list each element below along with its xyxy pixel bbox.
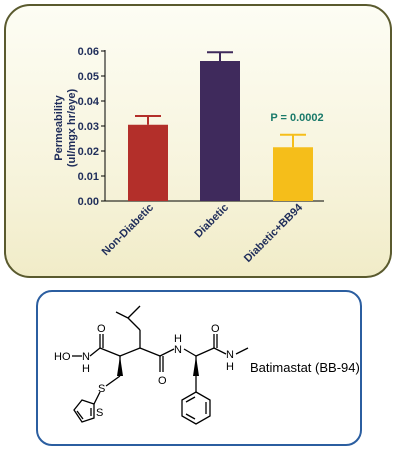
atom-n-right: N xyxy=(226,349,234,361)
y-tick-label: 0.02 xyxy=(78,146,99,158)
p-value-annotation: P = 0.0002 xyxy=(270,112,323,124)
y-tick-4: 0.04 xyxy=(78,96,105,108)
y-tick-5: 0.05 xyxy=(78,71,105,83)
compound-name: Batimastat (BB-94) xyxy=(250,360,360,375)
category-label-diabetic-bb94: Diabetic+BB94 xyxy=(242,201,306,265)
y-tick-label: 0.04 xyxy=(78,96,100,108)
bar-diabetic xyxy=(200,61,240,201)
y-tick-1: 0.01 xyxy=(78,171,105,183)
y-ticks: 0.00 0.01 0.02 0.03 0.04 0.05 0.06 xyxy=(78,46,105,208)
atom-h-right: H xyxy=(226,361,234,373)
atom-s-thioether: S xyxy=(98,383,105,395)
y-tick-6: 0.06 xyxy=(78,46,105,58)
y-axis-label-line1: Permeability xyxy=(53,94,65,160)
y-axis-label-line2: (ul/mgx hr/eye) xyxy=(66,89,78,168)
bar-diabetic-bb94 xyxy=(273,147,313,201)
permeability-bar-chart: Permeability (ul/mgx hr/eye) 0.00 0.01 0… xyxy=(53,46,324,265)
chart-panel: Permeability (ul/mgx hr/eye) 0.00 0.01 0… xyxy=(4,4,392,278)
atom-o3: O xyxy=(211,323,220,335)
atom-h-left: H xyxy=(82,363,90,375)
structure-panel: HO N H O O N H O N H S S Batimastat (BB-… xyxy=(36,290,362,446)
stereo-wedge-2 xyxy=(193,356,199,376)
batimastat-structure: HO N H O O N H O N H S S xyxy=(54,305,249,425)
atom-ho: HO xyxy=(54,351,71,363)
atom-s-ring: S xyxy=(96,407,103,419)
y-tick-label: 0.05 xyxy=(78,71,99,83)
y-tick-0: 0.00 xyxy=(78,196,105,208)
y-tick-label: 0.01 xyxy=(78,171,99,183)
bars xyxy=(128,51,313,201)
category-label-diabetic: Diabetic xyxy=(192,202,231,241)
atom-o1: O xyxy=(97,323,106,335)
atom-h-mid: H xyxy=(174,333,182,345)
category-label-non-diabetic: Non-Diabetic xyxy=(100,202,156,258)
atom-o2: O xyxy=(158,375,167,387)
atom-n-left: N xyxy=(82,351,90,363)
y-tick-2: 0.02 xyxy=(78,146,105,158)
bar-non-diabetic xyxy=(128,124,168,201)
y-tick-label: 0.03 xyxy=(78,121,99,133)
stereo-wedge-1 xyxy=(117,356,123,376)
y-tick-label: 0.06 xyxy=(78,46,99,58)
y-tick-3: 0.03 xyxy=(78,121,105,133)
y-tick-label: 0.00 xyxy=(78,196,99,208)
atom-n-mid: N xyxy=(174,344,182,356)
